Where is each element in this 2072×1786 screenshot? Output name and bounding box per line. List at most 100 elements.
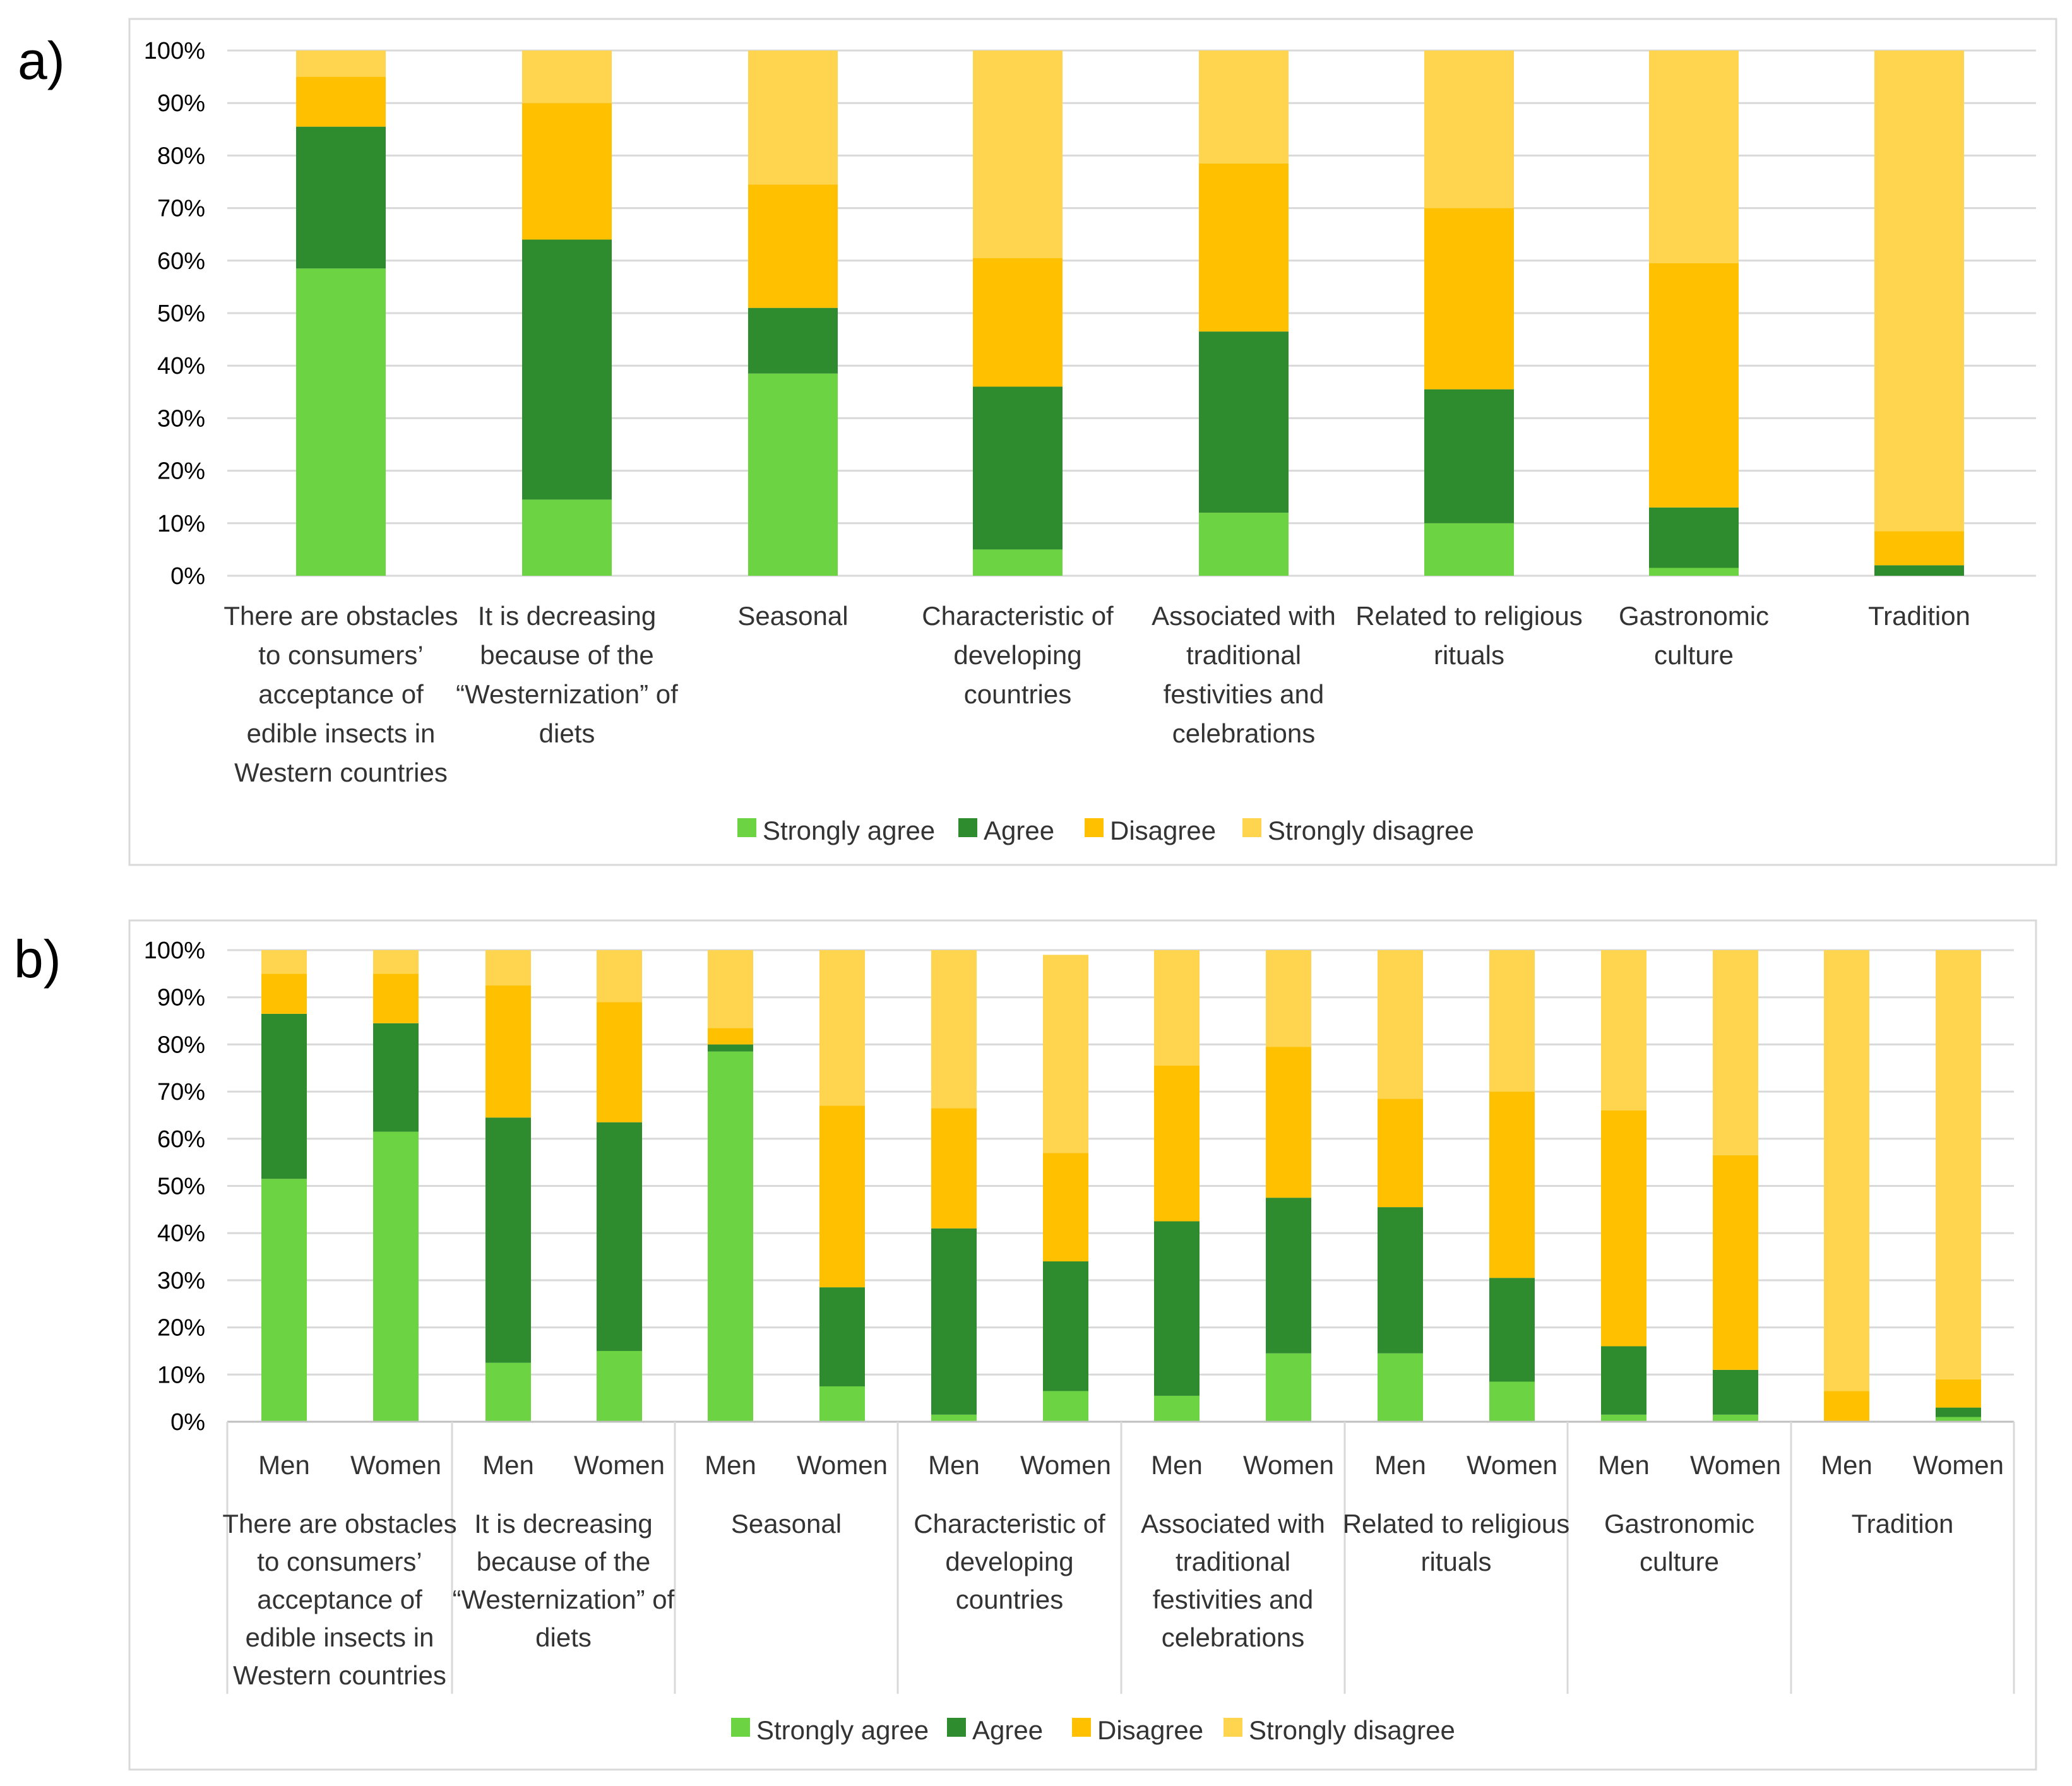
bar-segment-b-g2-women-strongly-disagree <box>597 950 642 1003</box>
bar-segment-b-g2-men-disagree <box>485 985 531 1118</box>
bar-segment-b-g2-women-strongly-agree <box>597 1350 642 1422</box>
bar-segment-a-westernization-disagree <box>522 103 612 240</box>
x-group-label: Gastronomic <box>1604 1509 1754 1539</box>
legend-swatch-disagree <box>1085 818 1104 837</box>
a-y-tick-label: 90% <box>157 90 205 117</box>
panel-b-bars <box>261 950 1981 1422</box>
a-y-tick-label: 100% <box>144 38 205 64</box>
bar-segment-b-g1-men-strongly-disagree <box>261 950 307 974</box>
x-group-label: Related to religious <box>1343 1509 1570 1539</box>
a-y-tick-label: 70% <box>157 196 205 222</box>
panel-a-label: a) <box>18 31 65 90</box>
legend-swatch-strongly-agree <box>731 1718 750 1737</box>
b-y-tick-label: 60% <box>157 1126 205 1153</box>
bar-segment-b-g5-men-strongly-disagree <box>1154 950 1200 1066</box>
x-category-label: culture <box>1654 640 1734 670</box>
bar-segment-b-g4-women-strongly-disagree <box>1043 955 1088 1153</box>
bar-segment-b-g8-women-strongly-agree <box>1936 1417 1981 1422</box>
bar-segment-b-g3-women-disagree <box>819 1105 865 1288</box>
panel-b-y-axis: 0% 10% 20% 30% 40% 50% 60% 70% 80% 90% 100% <box>144 938 205 1436</box>
a-y-tick-label: 80% <box>157 143 205 169</box>
bar-segment-a-westernization-strongly-disagree <box>522 51 612 104</box>
x-category-label: “Westernization” of <box>456 679 678 709</box>
bar-segment-b-g7-women-strongly-agree <box>1713 1414 1758 1422</box>
panel-b-label: b) <box>14 929 61 989</box>
bar-segment-a-westernization-strongly-agree <box>522 499 612 576</box>
bar-segment-a-festivities-strongly-agree <box>1199 513 1289 576</box>
bar-segment-b-g6-women-strongly-agree <box>1489 1381 1535 1422</box>
x-subcategory-label: Men <box>258 1450 310 1480</box>
x-group-label: Seasonal <box>731 1509 842 1539</box>
bar-segment-b-g1-men-disagree <box>261 973 307 1014</box>
bar-segment-b-g1-men-agree <box>261 1013 307 1179</box>
bar-segment-a-festivities-disagree <box>1199 163 1289 332</box>
bar-segment-b-g2-men-strongly-disagree <box>485 950 531 986</box>
a-y-tick-label: 20% <box>157 458 205 485</box>
x-subcategory-label: Men <box>705 1450 756 1480</box>
bar-segment-a-festivities-agree <box>1199 331 1289 513</box>
x-group-label: edible insects in <box>246 1622 434 1652</box>
legend-label-strongly-agree: Strongly agree <box>763 816 935 845</box>
x-category-label: Gastronomic <box>1619 601 1769 631</box>
x-group-label: countries <box>956 1585 1063 1614</box>
bar-segment-b-g7-men-strongly-agree <box>1601 1414 1646 1422</box>
x-group-label: Western countries <box>233 1660 446 1690</box>
panel-a-y-axis: 0% 10% 20% 30% 40% 50% 60% 70% 80% 90% 100% <box>144 38 205 590</box>
a-y-tick-label: 0% <box>170 563 205 590</box>
legend-swatch-disagree <box>1072 1718 1091 1737</box>
legend-swatch-strongly-disagree <box>1224 1718 1242 1737</box>
bar-segment-b-g7-men-agree <box>1601 1346 1646 1415</box>
x-category-label: festivities and <box>1164 679 1324 709</box>
x-category-label: Tradition <box>1868 601 1970 631</box>
bar-segment-b-g4-women-strongly-agree <box>1043 1391 1088 1422</box>
a-y-tick-label: 50% <box>157 301 205 327</box>
panel-a-bars <box>296 51 1964 576</box>
x-category-label: acceptance of <box>258 679 424 709</box>
bar-segment-a-gastronomic-strongly-disagree <box>1649 51 1739 263</box>
panel-b: b) 0% 10% 20% 30% 40% 50% 60% 70% 80% 90% 100% Men… <box>14 919 2037 1771</box>
panel-a-x-axis: There are obstacles to consumers’ acceptan… <box>223 601 1970 787</box>
a-y-tick-label: 60% <box>157 248 205 275</box>
bar-segment-b-g1-women-strongly-disagree <box>373 950 419 974</box>
x-category-label: developing <box>953 640 1081 670</box>
x-group-label: rituals <box>1420 1547 1491 1576</box>
bar-segment-a-obstacles-agree <box>296 126 386 269</box>
bar-segment-b-g6-men-strongly-disagree <box>1378 950 1423 1099</box>
panel-b-legend: Strongly agree Agree Disagree Strongly disa… <box>731 1715 1455 1745</box>
x-group-label: culture <box>1640 1547 1719 1576</box>
bar-segment-b-g2-men-strongly-agree <box>485 1362 531 1422</box>
b-y-tick-label: 30% <box>157 1268 205 1294</box>
bar-segment-b-g2-men-agree <box>485 1117 531 1363</box>
a-y-tick-label: 40% <box>157 353 205 379</box>
panel-a-legend: Strongly agree Agree Disagree Strongly disa… <box>737 816 1474 845</box>
bar-segment-a-developing-disagree <box>973 258 1063 387</box>
x-category-label: countries <box>964 679 1071 709</box>
bar-segment-b-g7-men-strongly-disagree <box>1601 950 1646 1110</box>
x-subcategory-label: Women <box>1913 1450 2004 1480</box>
bar-segment-b-g8-men-strongly-disagree <box>1824 950 1869 1391</box>
panel-b-x-axis: Men Women Men Women Men Women Men Women Men Women… <box>222 1420 2015 1694</box>
bar-segment-b-g7-women-strongly-disagree <box>1713 950 1758 1155</box>
x-subcategory-label: Men <box>1374 1450 1426 1480</box>
x-group-label: It is decreasing <box>474 1509 652 1539</box>
b-y-tick-label: 10% <box>157 1362 205 1388</box>
x-subcategory-label: Women <box>350 1450 441 1480</box>
a-y-tick-label: 10% <box>157 511 205 537</box>
bar-segment-b-g1-men-strongly-agree <box>261 1179 307 1422</box>
x-category-label: because of the <box>480 640 654 670</box>
bar-segment-a-tradition-disagree <box>1874 531 1964 566</box>
x-category-label: Related to religious <box>1355 601 1583 631</box>
bar-segment-a-developing-strongly-agree <box>973 549 1063 576</box>
bar-segment-b-g4-women-agree <box>1043 1261 1088 1391</box>
bar-segment-b-g7-men-disagree <box>1601 1110 1646 1347</box>
legend-label-disagree: Disagree <box>1110 816 1216 845</box>
bar-segment-a-religious-disagree <box>1424 208 1514 390</box>
x-group-label: Tradition <box>1852 1509 1954 1539</box>
bar-segment-a-developing-strongly-disagree <box>973 51 1063 258</box>
legend-swatch-agree <box>947 1718 966 1737</box>
bar-segment-a-westernization-agree <box>522 239 612 500</box>
bar-segment-a-obstacles-strongly-agree <box>296 268 386 576</box>
bar-segment-a-obstacles-strongly-disagree <box>296 51 386 77</box>
b-y-tick-label: 70% <box>157 1079 205 1105</box>
legend-label-strongly-disagree: Strongly disagree <box>1268 816 1474 845</box>
